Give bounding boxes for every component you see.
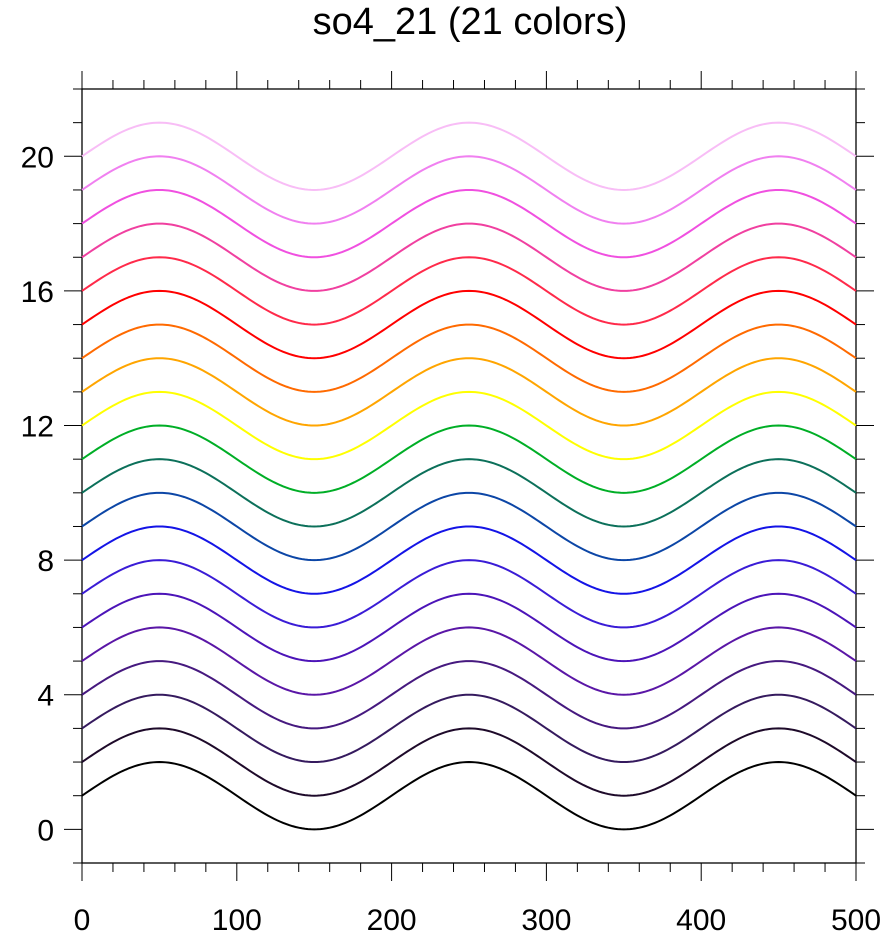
series-line-11 [81, 390, 857, 461]
series-line-4 [81, 626, 857, 696]
series-line-3 [81, 660, 857, 730]
axis-ticks [64, 71, 874, 881]
series-lines [81, 121, 857, 831]
series-line-13 [81, 323, 857, 393]
series-line-19 [81, 121, 857, 191]
series-line-0 [81, 761, 857, 831]
x-tick-label: 200 [367, 904, 417, 935]
series-line-9 [81, 458, 857, 528]
y-tick-label: 12 [21, 411, 54, 444]
plot-frame [81, 88, 857, 864]
series-line-12 [81, 357, 857, 427]
x-tick-label: 0 [74, 904, 91, 935]
series-line-2 [81, 693, 857, 764]
series-line-10 [81, 424, 857, 494]
x-tick-label: 100 [212, 904, 262, 935]
series-line-1 [81, 727, 857, 797]
x-tick-label: 500 [831, 904, 881, 935]
x-axis-tick-labels: 0 100 200 300 400 500 [74, 904, 881, 935]
series-line-18 [81, 155, 857, 225]
series-line-15 [81, 256, 857, 326]
series-line-6 [81, 559, 857, 629]
series-line-16 [81, 222, 857, 292]
chart-title: so4_21 (21 colors) [313, 1, 628, 43]
series-line-7 [81, 525, 857, 595]
series-line-8 [81, 491, 857, 562]
series-line-14 [81, 289, 857, 360]
series-line-5 [81, 592, 857, 663]
y-tick-label: 8 [37, 545, 54, 578]
y-tick-label: 20 [21, 141, 54, 174]
y-tick-label: 4 [37, 680, 54, 713]
y-tick-label: 0 [37, 814, 54, 847]
x-tick-label: 300 [521, 904, 571, 935]
x-tick-label: 400 [676, 904, 726, 935]
y-tick-label: 16 [21, 276, 54, 309]
series-line-17 [81, 188, 857, 259]
y-axis-tick-labels: 0 4 8 12 16 20 [21, 141, 54, 847]
